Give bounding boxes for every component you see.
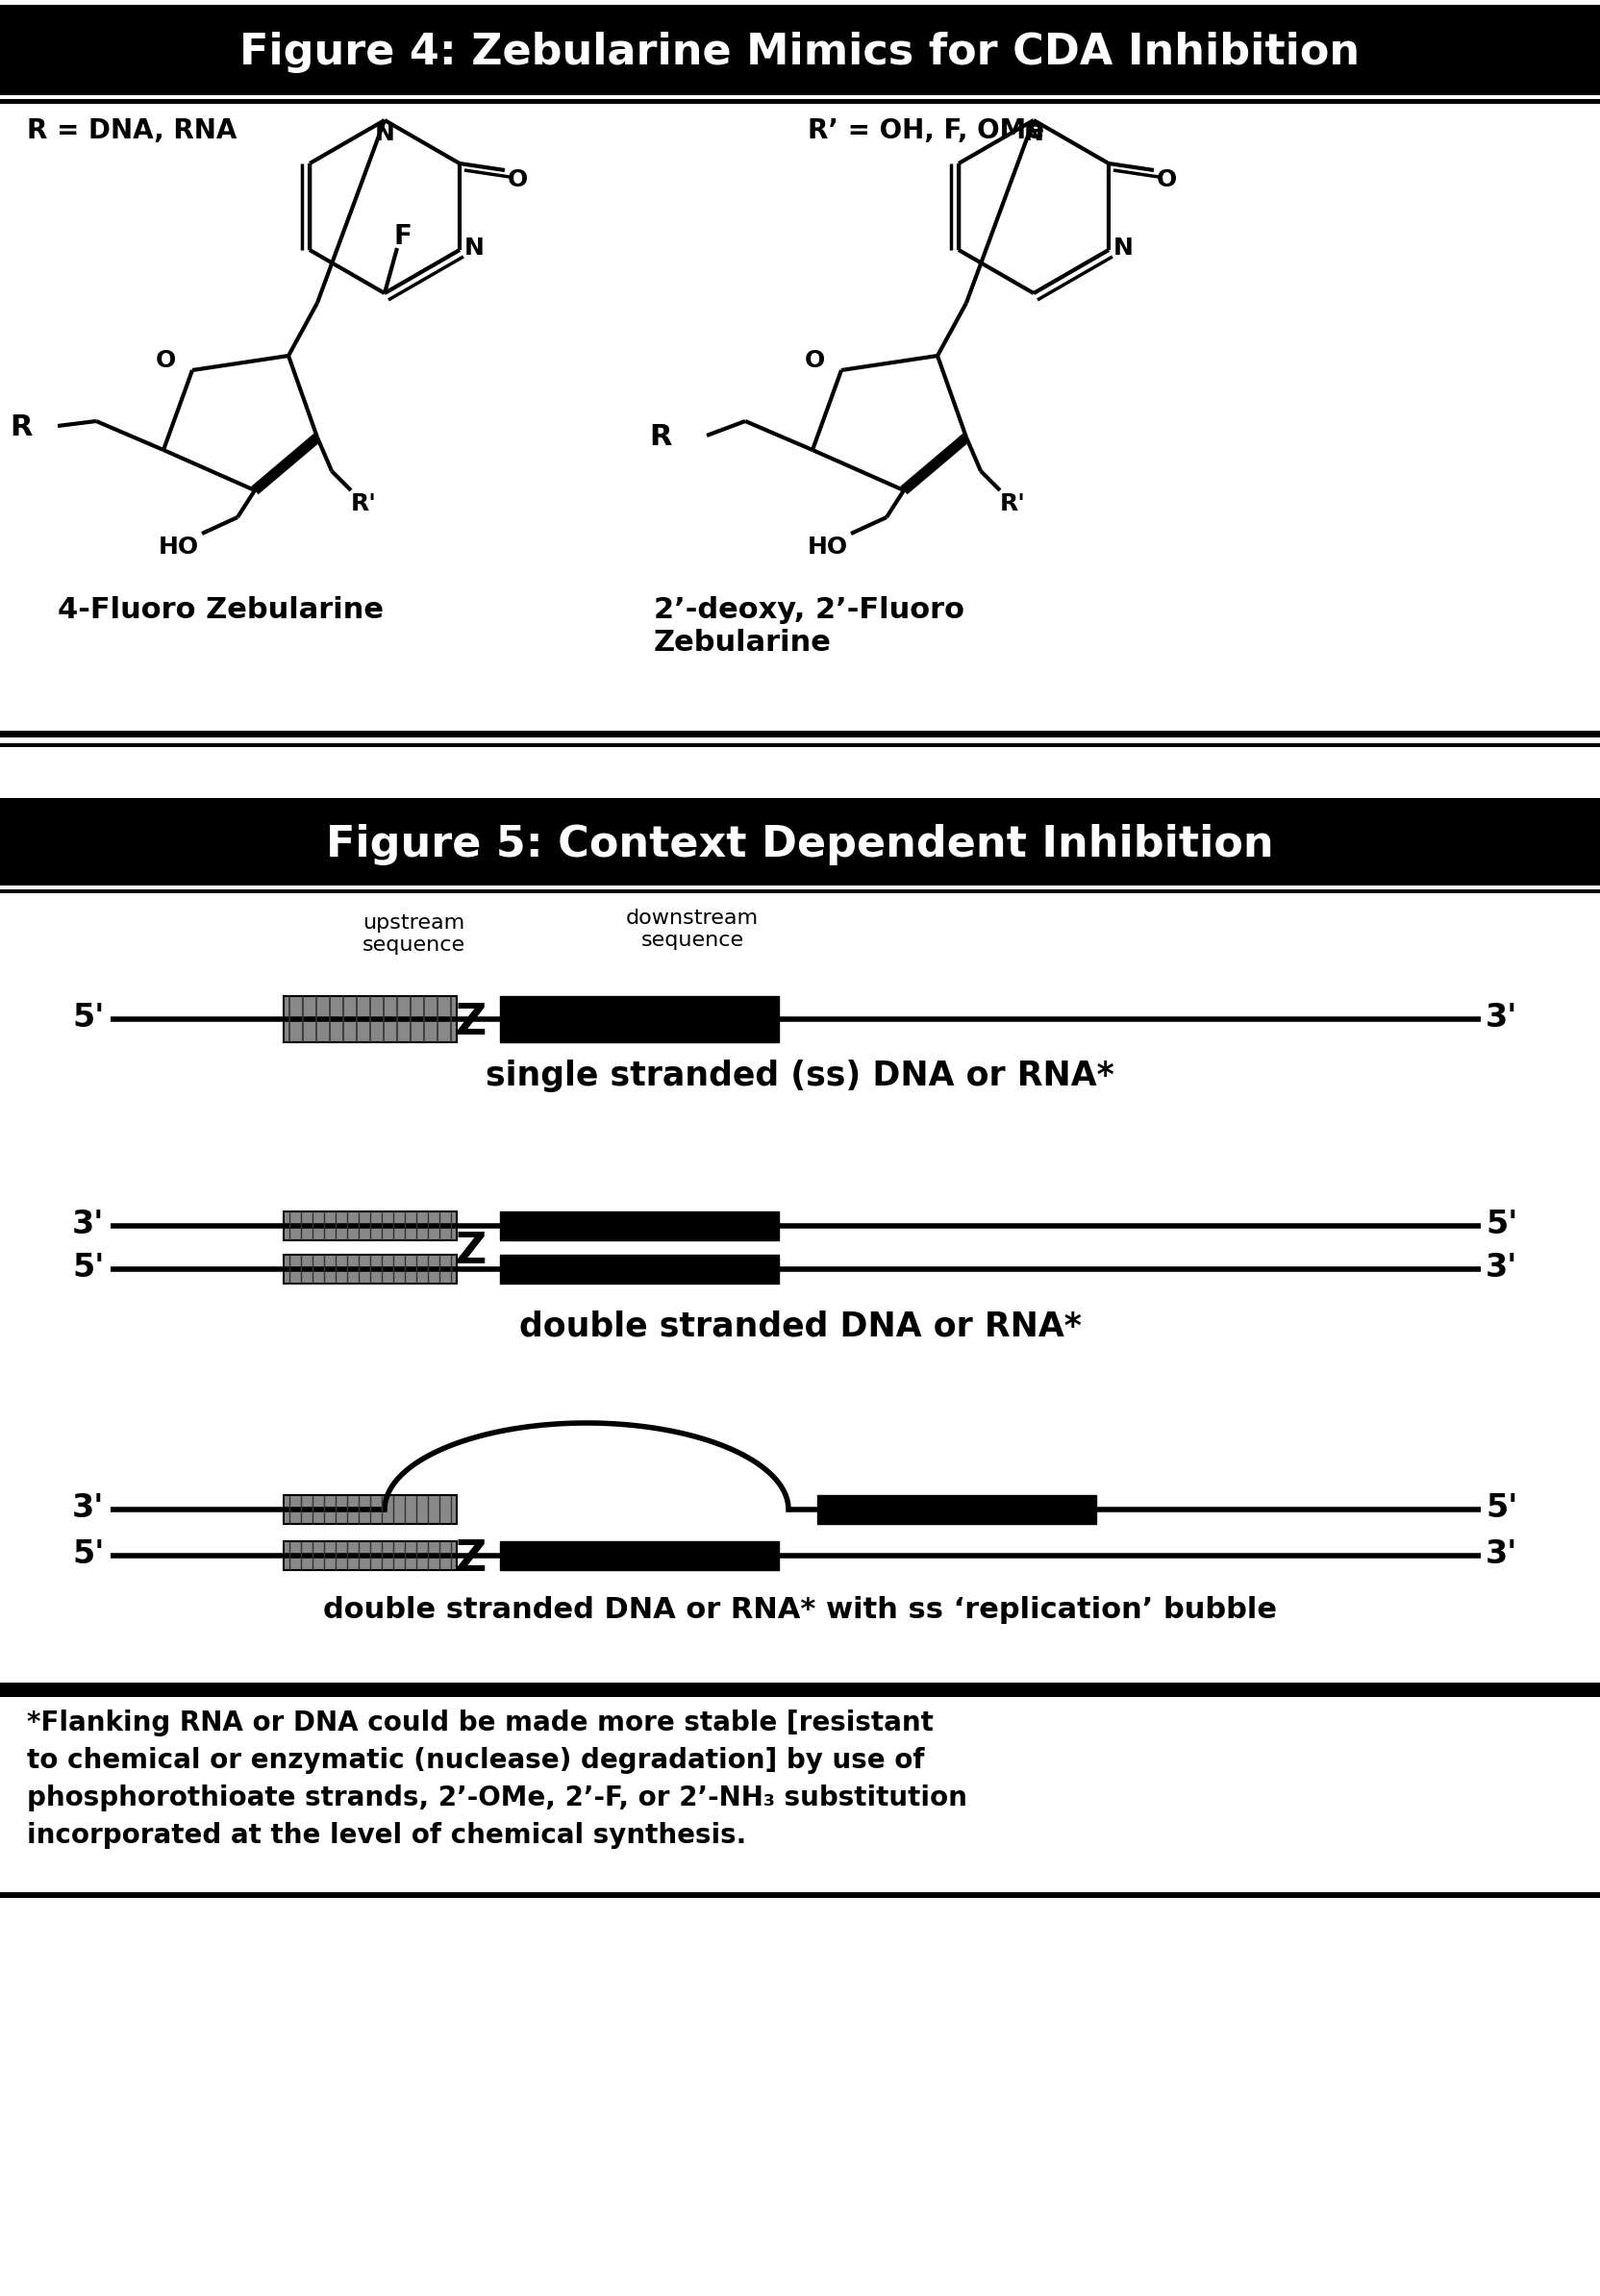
Text: 5': 5' xyxy=(1485,1492,1517,1525)
Text: *Flanking RNA or DNA could be made more stable [resistant
to chemical or enzymat: *Flanking RNA or DNA could be made more … xyxy=(27,1711,966,1848)
Bar xyxy=(0,799,1600,806)
Text: N: N xyxy=(1024,122,1043,145)
Text: O: O xyxy=(507,168,528,191)
Bar xyxy=(0,889,1600,893)
Bar xyxy=(0,99,1600,103)
Text: R: R xyxy=(10,413,32,441)
Text: downstream
sequence: downstream sequence xyxy=(626,909,758,951)
Text: 5': 5' xyxy=(1485,1208,1517,1240)
Text: Z: Z xyxy=(456,1001,486,1042)
Text: Z: Z xyxy=(456,1538,486,1580)
Bar xyxy=(0,1692,1600,1697)
Bar xyxy=(0,1899,1600,2296)
Bar xyxy=(283,1254,456,1283)
Text: N: N xyxy=(374,122,395,145)
Bar xyxy=(0,879,1600,886)
Bar xyxy=(0,1892,1600,1899)
Text: 3': 3' xyxy=(72,1492,104,1525)
Text: Figure 4: Zebularine Mimics for CDA Inhibition: Figure 4: Zebularine Mimics for CDA Inhi… xyxy=(240,32,1360,73)
Text: N: N xyxy=(1112,236,1133,259)
Bar xyxy=(283,1541,456,1570)
Bar xyxy=(0,1688,1600,1692)
Bar xyxy=(818,1495,1096,1525)
Text: double stranded DNA or RNA*: double stranded DNA or RNA* xyxy=(518,1309,1080,1343)
Text: 4-Fluoro Zebularine: 4-Fluoro Zebularine xyxy=(58,597,384,625)
Text: Z: Z xyxy=(456,1231,486,1272)
Bar xyxy=(0,1683,1600,1688)
Text: 5': 5' xyxy=(72,1001,104,1033)
Text: 3': 3' xyxy=(1485,1538,1517,1570)
Bar xyxy=(0,16,1600,90)
Bar xyxy=(0,744,1600,746)
Text: R: R xyxy=(648,422,672,450)
Text: O: O xyxy=(803,349,824,372)
Text: R’ = OH, F, OMe: R’ = OH, F, OMe xyxy=(808,117,1043,145)
Text: single stranded (ss) DNA or RNA*: single stranded (ss) DNA or RNA* xyxy=(485,1058,1114,1093)
Bar xyxy=(499,996,778,1042)
Text: 2’-deoxy, 2’-Fluoro
Zebularine: 2’-deoxy, 2’-Fluoro Zebularine xyxy=(653,597,963,657)
Text: R': R' xyxy=(1000,491,1026,514)
Bar xyxy=(283,1495,456,1525)
Text: O: O xyxy=(1155,168,1176,191)
Bar xyxy=(0,806,1600,810)
Bar xyxy=(0,5,1600,16)
Text: 3': 3' xyxy=(72,1208,104,1240)
Text: HO: HO xyxy=(808,535,848,558)
Text: Figure 5: Context Dependent Inhibition: Figure 5: Context Dependent Inhibition xyxy=(326,824,1274,866)
Text: F: F xyxy=(394,223,413,250)
Text: N: N xyxy=(464,236,485,259)
Bar xyxy=(499,1541,778,1570)
Bar xyxy=(0,810,1600,879)
Bar xyxy=(283,1212,456,1240)
Text: R': R' xyxy=(350,491,376,514)
Text: 5': 5' xyxy=(72,1538,104,1570)
Text: double stranded DNA or RNA* with ss ‘replication’ bubble: double stranded DNA or RNA* with ss ‘rep… xyxy=(323,1596,1277,1623)
Bar xyxy=(499,1212,778,1240)
Text: 3': 3' xyxy=(1485,1251,1517,1283)
Text: HO: HO xyxy=(158,535,198,558)
Text: O: O xyxy=(155,349,176,372)
Bar xyxy=(0,90,1600,94)
Text: 3': 3' xyxy=(1485,1001,1517,1033)
Bar xyxy=(0,730,1600,737)
Text: 5': 5' xyxy=(72,1251,104,1283)
Bar xyxy=(499,1254,778,1283)
Bar xyxy=(0,1692,1600,1894)
Text: R = DNA, RNA: R = DNA, RNA xyxy=(27,117,237,145)
Text: upstream
sequence: upstream sequence xyxy=(362,914,464,955)
Bar xyxy=(283,996,456,1042)
